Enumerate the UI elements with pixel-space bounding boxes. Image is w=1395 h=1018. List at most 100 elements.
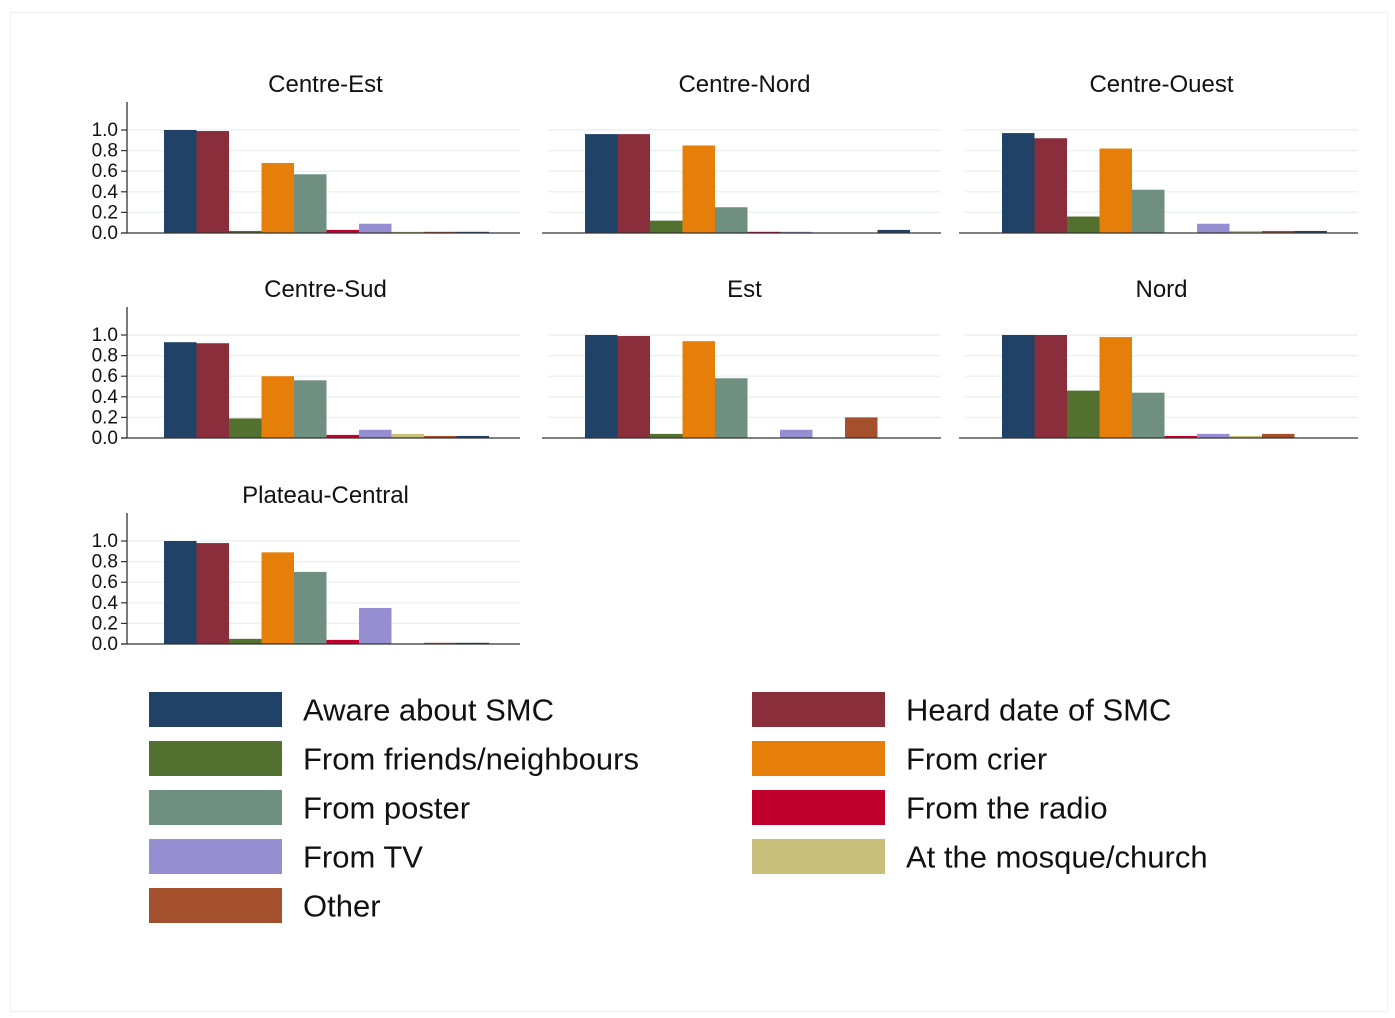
legend-swatch — [149, 741, 282, 776]
y-tick-label: 0.6 — [92, 366, 118, 387]
bar-heard-date-of-smc — [196, 131, 229, 233]
bar-from-crier — [261, 376, 294, 438]
bar-aware-about-smc — [585, 335, 618, 438]
legend: Aware about SMC Heard date of SMC From fri… — [149, 692, 1208, 924]
bar-heard-date-of-smc — [1034, 335, 1067, 438]
panel-title: Est — [727, 276, 762, 303]
legend-label: From poster — [303, 791, 470, 826]
bar-from-poster — [294, 571, 327, 644]
legend-item: From poster — [149, 790, 470, 826]
legend-swatch — [149, 888, 282, 923]
bar-aware-about-smc — [164, 342, 197, 438]
bar-from-friends-neighbours — [229, 638, 262, 644]
panel-title: Centre-Ouest — [1089, 71, 1233, 98]
y-tick-label: 1.0 — [92, 531, 118, 552]
bar-from-poster — [294, 380, 327, 438]
panel-title: Centre-Sud — [264, 276, 387, 303]
panel-centre-est: 0.00.20.40.60.81.0 Centre-Est — [92, 71, 520, 244]
legend-item: Aware about SMC — [149, 692, 554, 728]
legend-label: At the mosque/church — [906, 840, 1208, 875]
bar-at-the-mosque-church — [391, 433, 424, 438]
bar-other — [424, 435, 457, 438]
panel-title: Centre-Nord — [678, 71, 810, 98]
bar-from-poster — [1132, 189, 1165, 233]
bar-from-friends-neighbours — [1067, 216, 1100, 233]
bar-at-the-mosque-church — [1229, 230, 1262, 233]
bar-aware-about-smc — [1002, 133, 1035, 233]
bar-aware-about-smc — [585, 134, 618, 233]
bar-from-friends-neighbours — [229, 230, 262, 233]
panel-plateau-central: 0.00.20.40.60.81.0 Plateau-Central — [92, 482, 520, 655]
bar-aware-about-smc — [456, 435, 489, 438]
bar-heard-date-of-smc — [617, 134, 650, 233]
bar-from-poster — [715, 207, 748, 233]
legend-label: From crier — [906, 742, 1047, 777]
bar-from-tv — [359, 607, 392, 644]
bar-from-tv — [1197, 223, 1230, 233]
bar-from-poster — [294, 174, 327, 233]
chart-frame — [10, 12, 1388, 1012]
legend-label: From the radio — [906, 791, 1108, 826]
bar-from-poster — [715, 378, 748, 438]
bar-from-tv — [359, 429, 392, 438]
y-tick-label: 1.0 — [92, 325, 118, 346]
legend-swatch — [752, 741, 885, 776]
panel-nord: Nord — [959, 276, 1358, 439]
legend-label: From friends/neighbours — [303, 742, 639, 777]
bar-from-crier — [1099, 337, 1132, 438]
legend-item: Heard date of SMC — [752, 692, 1171, 728]
bar-from-friends-neighbours — [650, 433, 683, 438]
y-tick-label: 0.4 — [92, 182, 119, 203]
bar-from-the-radio — [326, 229, 359, 233]
panel-title: Nord — [1135, 276, 1187, 303]
y-tick-label: 0.0 — [92, 428, 118, 449]
legend-swatch — [752, 790, 885, 825]
legend-item: Other — [149, 888, 381, 924]
bar-from-tv — [780, 429, 813, 438]
legend-item: At the mosque/church — [752, 839, 1208, 875]
panel-centre-ouest: Centre-Ouest — [959, 71, 1358, 234]
y-tick-label: 0.8 — [92, 141, 118, 162]
bar-from-the-radio — [326, 434, 359, 438]
legend-swatch — [752, 839, 885, 874]
bar-from-crier — [261, 552, 294, 644]
bar-from-the-radio — [1164, 435, 1197, 438]
bar-from-crier — [682, 145, 715, 233]
panel-centre-nord: Centre-Nord — [542, 71, 941, 234]
panel-title: Plateau-Central — [242, 482, 409, 509]
bar-heard-date-of-smc — [617, 336, 650, 438]
bar-from-tv — [1197, 433, 1230, 438]
legend-swatch — [149, 790, 282, 825]
y-tick-label: 0.6 — [92, 572, 118, 593]
bar-from-tv — [359, 223, 392, 233]
y-tick-label: 0.6 — [92, 161, 118, 182]
bar-from-the-radio — [326, 639, 359, 644]
bar-aware-about-smc — [1294, 230, 1327, 233]
y-tick-label: 0.0 — [92, 223, 118, 244]
bar-other — [845, 417, 878, 438]
y-tick-label: 0.2 — [92, 407, 118, 428]
bar-from-crier — [682, 341, 715, 438]
legend-item: From friends/neighbours — [149, 741, 639, 777]
y-tick-label: 0.0 — [92, 634, 118, 655]
legend-item: From crier — [752, 741, 1047, 777]
bar-heard-date-of-smc — [196, 343, 229, 438]
legend-label: From TV — [303, 840, 423, 875]
bar-at-the-mosque-church — [1229, 435, 1262, 438]
bar-aware-about-smc — [164, 130, 197, 233]
bar-from-friends-neighbours — [650, 220, 683, 233]
y-tick-label: 1.0 — [92, 120, 118, 141]
y-tick-label: 0.4 — [92, 387, 119, 408]
legend-item: From TV — [149, 839, 423, 875]
y-tick-label: 0.4 — [92, 593, 119, 614]
bar-aware-about-smc — [1002, 335, 1035, 438]
bar-from-friends-neighbours — [1067, 390, 1100, 438]
bar-heard-date-of-smc — [196, 543, 229, 644]
panel-centre-sud: 0.00.20.40.60.81.0 Centre-Sud — [92, 276, 520, 449]
bar-from-poster — [1132, 392, 1165, 438]
bar-from-friends-neighbours — [229, 418, 262, 438]
legend-swatch — [149, 692, 282, 727]
legend-swatch — [149, 839, 282, 874]
